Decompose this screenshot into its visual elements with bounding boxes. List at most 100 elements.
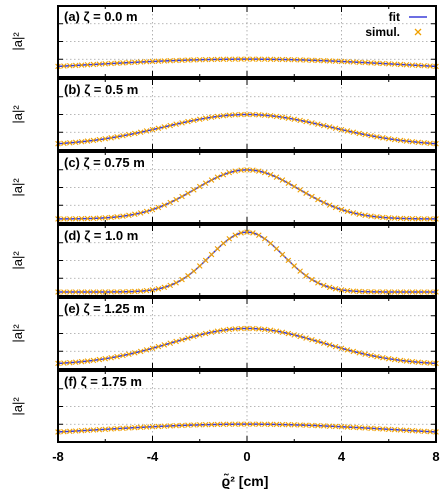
simul-point	[267, 240, 274, 247]
simul-point	[114, 214, 120, 220]
simul-point	[238, 230, 244, 236]
x-tick-label: 8	[432, 449, 439, 464]
simul-point	[149, 126, 156, 133]
simul-point	[143, 58, 150, 65]
simul-point	[267, 56, 274, 63]
simul-point	[173, 196, 179, 203]
simul-point	[61, 360, 67, 366]
simul-point	[315, 422, 321, 429]
simul-point	[120, 352, 126, 359]
panel-frame	[57, 5, 437, 78]
simul-point	[173, 280, 179, 286]
simul-point	[96, 215, 103, 221]
simul-point	[102, 355, 109, 362]
simul-point	[326, 423, 333, 429]
simul-point	[96, 426, 103, 433]
simul-point	[102, 135, 109, 142]
simul-point	[385, 61, 392, 67]
simul-point	[191, 422, 197, 428]
simul-point	[368, 213, 374, 219]
simul-point	[232, 326, 238, 332]
simul-point	[332, 125, 339, 132]
simul-point	[309, 336, 315, 343]
simul-point	[161, 423, 168, 429]
simul-point	[250, 325, 256, 332]
simul-point	[380, 289, 386, 295]
simul-point	[297, 117, 303, 124]
simul-point	[185, 190, 191, 197]
simul-point	[208, 421, 215, 428]
simul-point	[220, 56, 227, 63]
simul-point	[350, 288, 357, 294]
simul-point	[285, 56, 292, 63]
y-axis-label: |a|²	[10, 105, 25, 124]
panel-frame	[57, 297, 437, 370]
simul-point	[326, 58, 333, 64]
y-axis-label: |a|²	[10, 178, 25, 197]
simul-point	[409, 289, 416, 295]
simul-point	[403, 427, 410, 434]
simul-point	[102, 426, 109, 433]
simul-point	[137, 424, 144, 431]
simul-point	[167, 57, 174, 64]
simul-point	[374, 214, 380, 220]
simul-point	[226, 421, 233, 428]
simul-point	[173, 121, 179, 127]
simul-point	[202, 115, 209, 121]
panel-label: (d) ζ = 1.0 m	[64, 228, 138, 243]
simul-point	[285, 421, 292, 428]
simul-point	[409, 138, 416, 145]
simul-point	[202, 180, 209, 186]
simul-point	[291, 263, 298, 269]
simul-point	[173, 422, 179, 429]
simul-point	[191, 268, 197, 274]
simul-point	[391, 215, 398, 221]
simul-point	[291, 183, 298, 190]
simul-point	[256, 421, 262, 427]
simul-point	[161, 284, 168, 291]
panel-e: (e) ζ = 1.25 m |a|²	[10, 297, 439, 370]
simul-point	[102, 61, 109, 67]
simul-point	[208, 56, 215, 63]
simul-point	[344, 208, 351, 215]
x-tick-label: 0	[243, 449, 250, 464]
simul-point	[226, 235, 233, 242]
simul-point	[403, 61, 410, 68]
panel-label: (a) ζ = 0.0 m	[64, 9, 138, 24]
simul-point	[155, 58, 162, 64]
simul-point	[297, 333, 303, 340]
simul-point	[108, 426, 114, 432]
simul-point	[114, 425, 120, 432]
simul-point	[208, 114, 215, 121]
simul-point	[303, 335, 309, 341]
simul-point	[238, 167, 244, 173]
simul-point	[356, 211, 363, 218]
simul-point	[344, 58, 351, 65]
simul-point	[427, 360, 433, 366]
simul-point	[374, 289, 380, 295]
simul-point	[161, 58, 168, 64]
simul-point	[309, 120, 315, 126]
simul-point	[297, 268, 303, 274]
legend-fit-label: fit	[389, 10, 400, 24]
simul-point	[279, 114, 286, 121]
simul-point	[84, 289, 91, 295]
simul-point	[114, 60, 120, 66]
simul-point	[391, 426, 398, 433]
simul-point	[279, 329, 286, 336]
simul-point	[338, 287, 345, 293]
simul-point	[67, 428, 73, 435]
panel-frame	[57, 370, 437, 443]
simul-point	[90, 215, 97, 222]
panel-c: (c) ζ = 0.75 m |a|²	[10, 151, 439, 224]
simul-point	[90, 61, 97, 68]
panel-label: (c) ζ = 0.75 m	[64, 155, 145, 170]
simul-point	[96, 136, 103, 143]
simul-point	[72, 62, 79, 69]
simul-point	[244, 56, 250, 62]
simul-point	[102, 289, 109, 295]
simul-point	[185, 118, 191, 125]
simul-point	[309, 422, 315, 429]
simul-point	[67, 62, 73, 69]
simul-point	[143, 128, 150, 134]
